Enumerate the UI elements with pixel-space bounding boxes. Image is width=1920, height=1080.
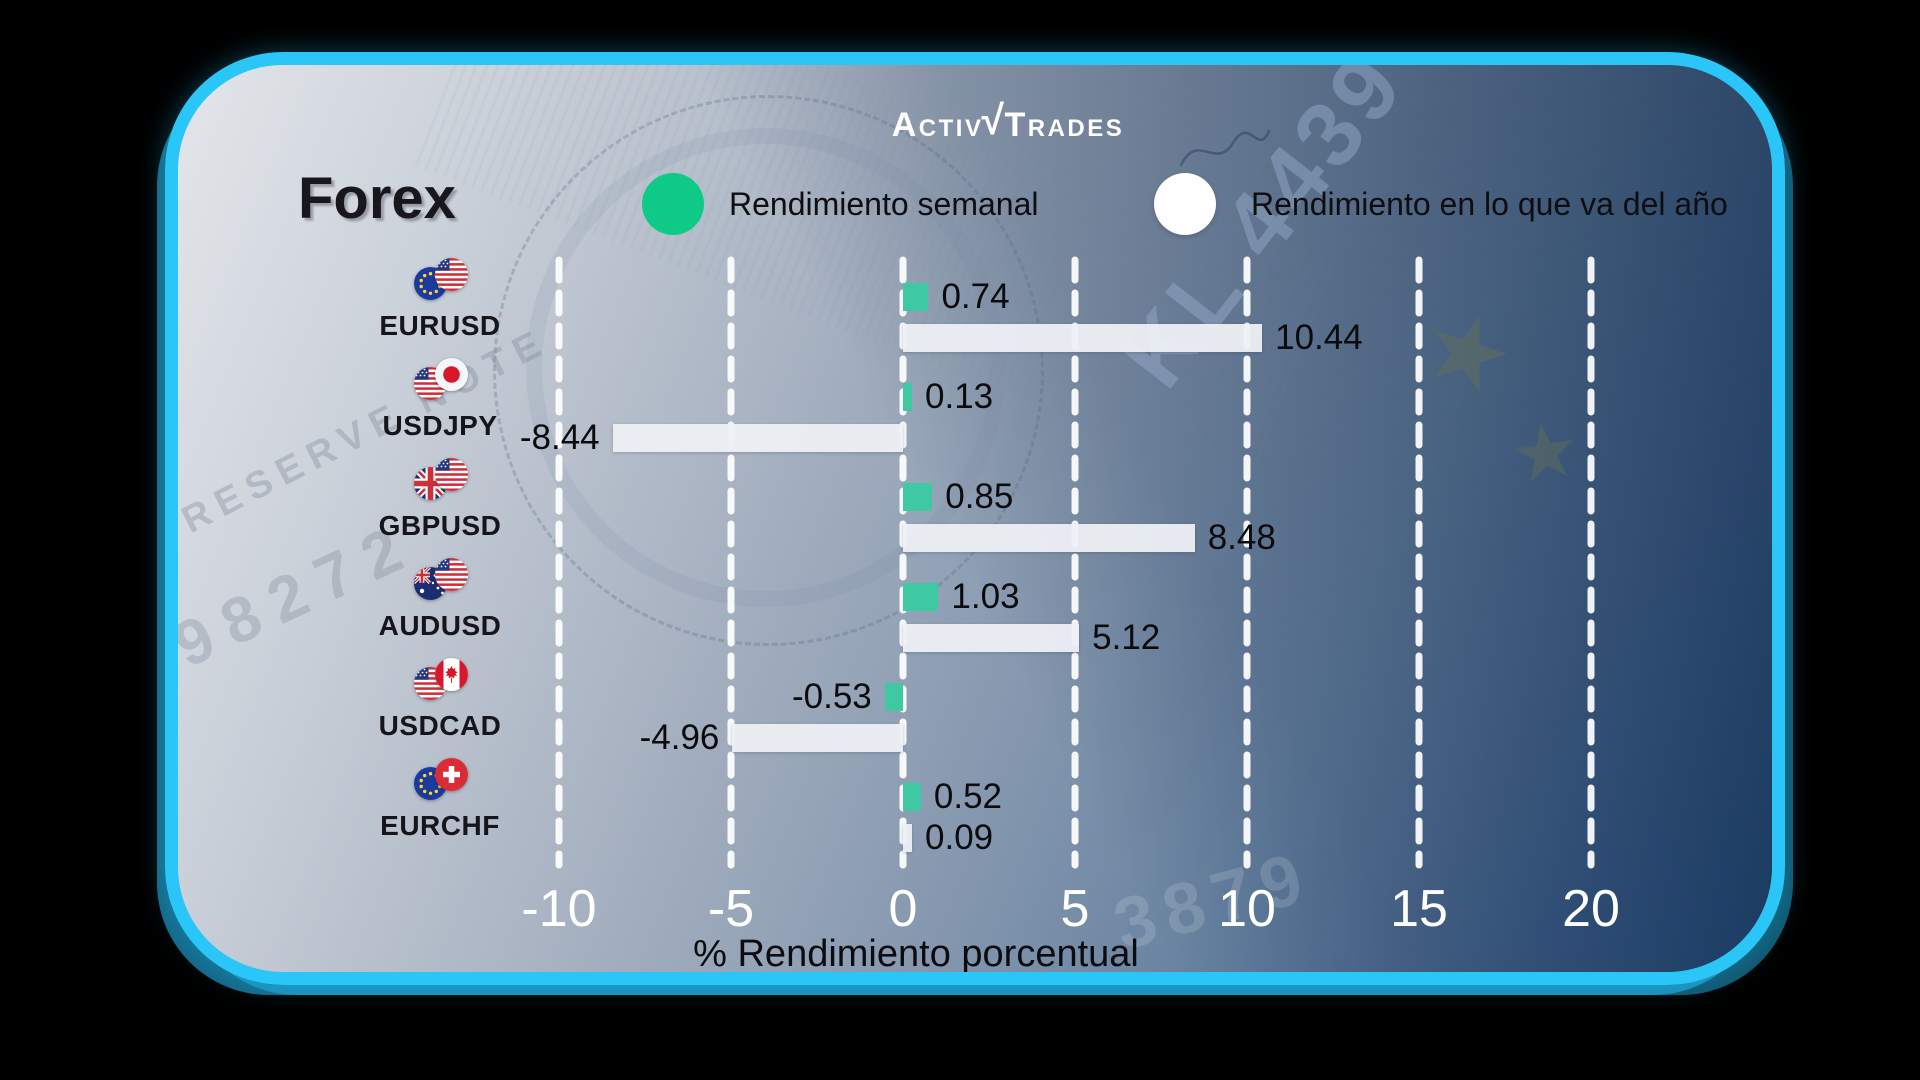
- x-tick-20: 20: [1562, 880, 1620, 938]
- flag-ch-icon: [435, 758, 468, 791]
- x-tick-0: 0: [888, 880, 918, 938]
- pair-label-audusd: AUDUSD: [378, 610, 502, 641]
- ytd-bar-audusd: [903, 624, 1080, 652]
- logo-part-trades: Trades: [1004, 106, 1125, 144]
- weekly-value-eurusd: 0.74: [941, 277, 1010, 316]
- ytd-bar-usdjpy: [612, 424, 903, 452]
- ytd-value-audusd: 5.12: [1092, 618, 1161, 657]
- x-tick-15: 15: [1390, 880, 1448, 938]
- x-tick--10: -10: [521, 880, 597, 938]
- diagonal-shade-decoration: [178, 65, 1772, 972]
- chart-title: Forex: [298, 166, 456, 231]
- weekly-bar-audusd: [903, 583, 939, 611]
- flag-us-icon: [435, 258, 468, 291]
- weekly-bar-usdjpy: [903, 383, 912, 411]
- weekly-bar-eurchf: [903, 783, 921, 811]
- chart-gridlines: [555, 256, 1595, 869]
- flag-us-icon: [435, 458, 468, 491]
- flag-jp-icon: [435, 358, 468, 391]
- pair-label-eurchf: EURCHF: [380, 810, 500, 841]
- pair-label-eurusd: EURUSD: [379, 310, 501, 341]
- flag-pair-gbpusd: [414, 458, 468, 500]
- weekly-value-usdjpy: 0.13: [925, 377, 994, 416]
- weekly-value-usdcad: -0.53: [791, 677, 872, 716]
- flag-us-icon: [435, 558, 468, 591]
- weekly-bar-gbpusd: [903, 483, 933, 511]
- forex-returns-card: KL 4439 RESERVE NOTE 98272 3879 ★ ★ Acti…: [165, 52, 1785, 985]
- weekly-value-audusd: 1.03: [951, 577, 1020, 616]
- ytd-bar-eurchf: [903, 824, 912, 852]
- ytd-bar-eurusd: [903, 324, 1263, 352]
- ytd-value-usdcad: -4.96: [639, 718, 720, 757]
- legend-ytd-dot-icon: [1154, 173, 1216, 235]
- flag-pair-eurchf: [414, 758, 468, 800]
- legend-weekly-label: Rendimiento semanal: [729, 186, 1039, 222]
- ytd-bar-usdcad: [732, 724, 903, 752]
- logo-check-icon: √: [981, 97, 1007, 143]
- legend-ytd-label: Rendimiento en lo que va del año: [1251, 186, 1728, 222]
- logo-part-activ: Activ: [891, 106, 984, 144]
- ytd-bar-gbpusd: [903, 524, 1195, 552]
- ytd-value-eurusd: 10.44: [1275, 318, 1363, 357]
- activtrades-logo: Activ√Trades: [891, 97, 1125, 146]
- x-tick-5: 5: [1060, 880, 1090, 938]
- flag-au-icon: [414, 567, 447, 600]
- weekly-bar-eurusd: [903, 283, 929, 311]
- ytd-value-usdjpy: -8.44: [519, 418, 600, 457]
- flag-ca-icon: [435, 658, 468, 691]
- pair-label-usdjpy: USDJPY: [382, 410, 498, 441]
- x-axis-title: % Rendimiento porcentual: [693, 933, 1139, 975]
- pair-label-gbpusd: GBPUSD: [378, 510, 502, 541]
- weekly-bar-usdcad: [884, 683, 903, 711]
- weekly-value-eurchf: 0.52: [933, 777, 1002, 816]
- flag-pair-usdjpy: [414, 358, 468, 400]
- flag-pair-eurusd: [414, 258, 468, 300]
- bar-chart-plot: EURUSD 0.74 10.44 USDJPY 0.13 -8.44 GBPUSD 0.…: [178, 65, 1772, 972]
- x-tick--5: -5: [707, 880, 755, 938]
- x-tick-10: 10: [1218, 880, 1276, 938]
- flag-pair-audusd: [414, 558, 468, 600]
- pair-label-usdcad: USDCAD: [378, 710, 502, 741]
- ytd-value-gbpusd: 8.48: [1207, 518, 1276, 557]
- flag-pair-usdcad: [414, 658, 468, 700]
- ytd-value-eurchf: 0.09: [925, 818, 994, 857]
- weekly-value-gbpusd: 0.85: [945, 477, 1014, 516]
- legend-weekly-dot-icon: [642, 173, 704, 235]
